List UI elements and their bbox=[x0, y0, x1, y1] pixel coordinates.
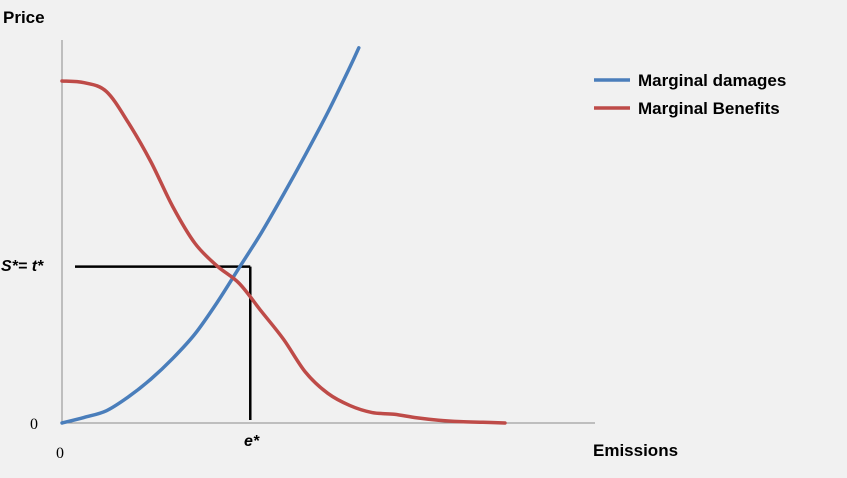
marginal-damages-line bbox=[60, 46, 361, 425]
y-origin-label: 0 bbox=[30, 416, 38, 433]
series-group bbox=[60, 46, 507, 425]
legend-label-marginal-benefits: Marginal Benefits bbox=[638, 99, 780, 118]
legend-label-marginal-damages: Marginal damages bbox=[638, 71, 786, 90]
marginal-benefits-line bbox=[60, 79, 507, 425]
x-origin-label: 0 bbox=[56, 445, 64, 462]
y-axis-label: Price bbox=[3, 8, 45, 27]
price-level-label: S*= t* bbox=[1, 258, 44, 275]
x-axis-label: Emissions bbox=[593, 441, 678, 460]
quantity-level-label: e* bbox=[244, 433, 260, 450]
equilibrium-guides bbox=[75, 265, 252, 420]
legend: Marginal damages Marginal Benefits bbox=[594, 71, 786, 118]
axes bbox=[61, 40, 595, 424]
